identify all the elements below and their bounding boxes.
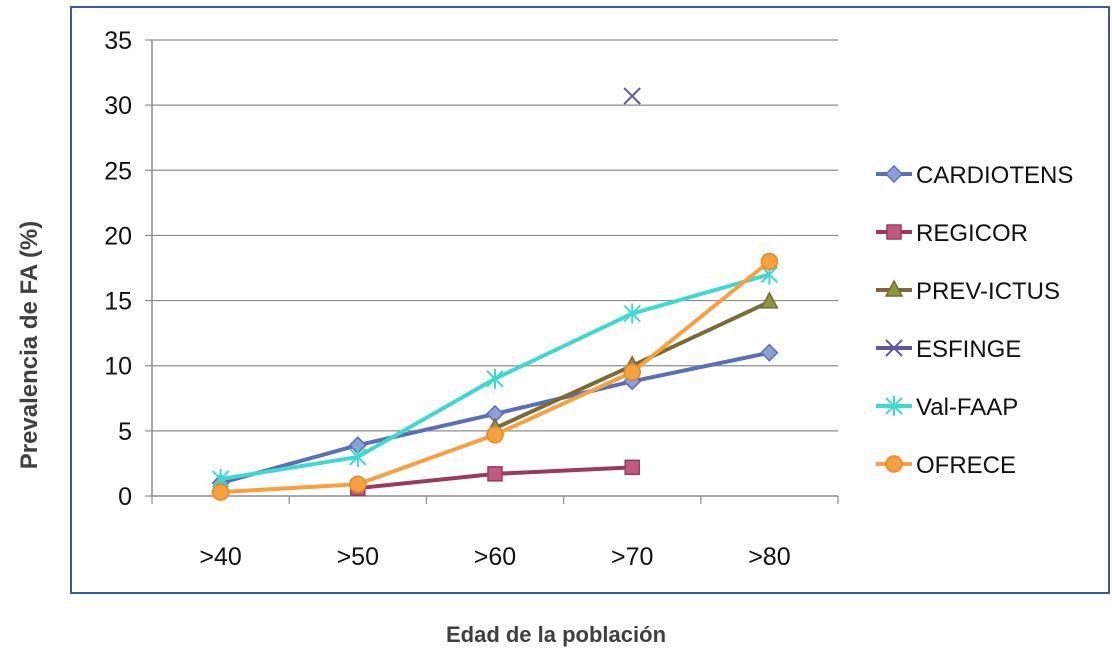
data-point [486, 368, 504, 389]
y-tick-label: 20 [104, 222, 132, 250]
y-tick-label: 25 [104, 157, 132, 185]
x-tick-label: >60 [474, 543, 516, 571]
x-tick-label: >80 [748, 543, 790, 571]
data-point [624, 459, 640, 476]
legend-entry: OFRECE [876, 452, 1016, 479]
legend-label: ESFINGE [916, 336, 1021, 363]
legend-marker [886, 224, 902, 240]
data-point [349, 475, 367, 494]
data-point [623, 87, 641, 105]
chart-frame [70, 6, 1110, 594]
y-axis-label: Prevalencia de FA (%) [16, 220, 43, 470]
series-val-faap [211, 264, 779, 490]
x-axis-label: Edad de la población [445, 622, 667, 647]
series-lines [211, 87, 779, 501]
legend-entry: ESFINGE [876, 336, 1021, 363]
legend-label: CARDIOTENS [916, 162, 1073, 189]
y-tick-label: 0 [118, 483, 132, 511]
data-point [760, 291, 779, 309]
x-tick-label: >70 [611, 543, 653, 571]
data-point [349, 446, 367, 467]
x-tick-label: >50 [337, 543, 379, 571]
legend-entry: REGICOR [876, 220, 1028, 247]
y-tick-label: 35 [104, 27, 132, 55]
legend-marker [885, 339, 903, 357]
x-tick-label: >40 [199, 543, 241, 571]
y-tick-label: 15 [104, 288, 132, 316]
data-point [211, 483, 230, 501]
y-tick-label: 5 [118, 418, 132, 446]
legend-entry: Val-FAAP [876, 394, 1018, 421]
legend-entry: PREV-ICTUS [876, 278, 1060, 305]
marker-stroke [623, 87, 641, 105]
legend-marker [885, 396, 903, 416]
data-point [623, 303, 641, 324]
legend-label: PREV-ICTUS [916, 278, 1060, 305]
legend-marker [884, 279, 904, 297]
axes: 0 5 10 15 20 25 30 35 >40 >50 >60 >70 >80 [104, 27, 839, 571]
marker-stroke [885, 339, 903, 357]
legend-entry: CARDIOTENS [876, 162, 1073, 189]
data-point [623, 363, 641, 381]
legend-marker [885, 455, 903, 473]
legend-label: OFRECE [916, 452, 1016, 479]
data-point [760, 343, 779, 362]
legend-label: Val-FAAP [916, 394, 1018, 421]
series-regicor [350, 459, 640, 496]
legend-label: REGICOR [916, 220, 1028, 247]
legend: CARDIOTENS REGICOR PREV-ICTUS ESFINGE Val-FA… [876, 162, 1073, 479]
data-point [760, 252, 779, 271]
series-esfinge [623, 87, 641, 105]
data-point [487, 466, 503, 482]
series-ofrece [211, 252, 779, 501]
y-tick-label: 10 [104, 353, 132, 381]
y-tick-label: 30 [104, 92, 132, 120]
legend-marker [884, 164, 904, 184]
data-point [486, 426, 504, 444]
